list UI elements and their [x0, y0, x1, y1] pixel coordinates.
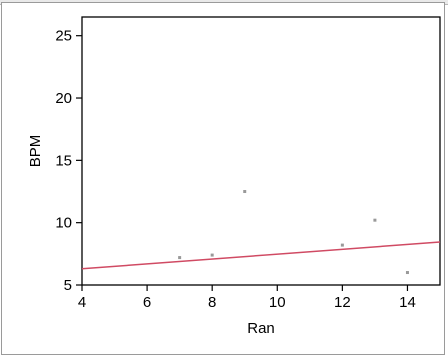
data-point: [405, 271, 409, 275]
y-tick-label: 20: [55, 90, 72, 107]
data-point: [340, 243, 344, 247]
x-axis: 4 6 8 10 12 14: [78, 285, 416, 311]
x-tick-label: 6: [143, 294, 151, 311]
y-axis: 5 10 15 20 25: [55, 28, 82, 294]
y-tick-label: 15: [55, 152, 72, 169]
x-tick-label: 12: [334, 294, 351, 311]
y-tick-label: 25: [55, 28, 72, 45]
series-layer: [81, 190, 441, 275]
plot-area-border: [81, 16, 441, 286]
chart-frame: [1, 2, 445, 355]
y-tick-label: 10: [55, 215, 72, 232]
x-tick-label: 10: [269, 294, 286, 311]
x-tick-label: 8: [208, 294, 216, 311]
x-axis-title: Ran: [247, 320, 275, 337]
x-tick-label: 4: [78, 294, 86, 311]
x-tick-label: 14: [399, 294, 416, 311]
data-point: [373, 218, 377, 222]
y-tick-label: 5: [64, 277, 72, 294]
data-point: [210, 253, 214, 257]
fit-line: [81, 241, 441, 270]
data-point: [178, 256, 182, 260]
data-point: [243, 190, 247, 194]
y-axis-title: BPM: [27, 135, 44, 168]
